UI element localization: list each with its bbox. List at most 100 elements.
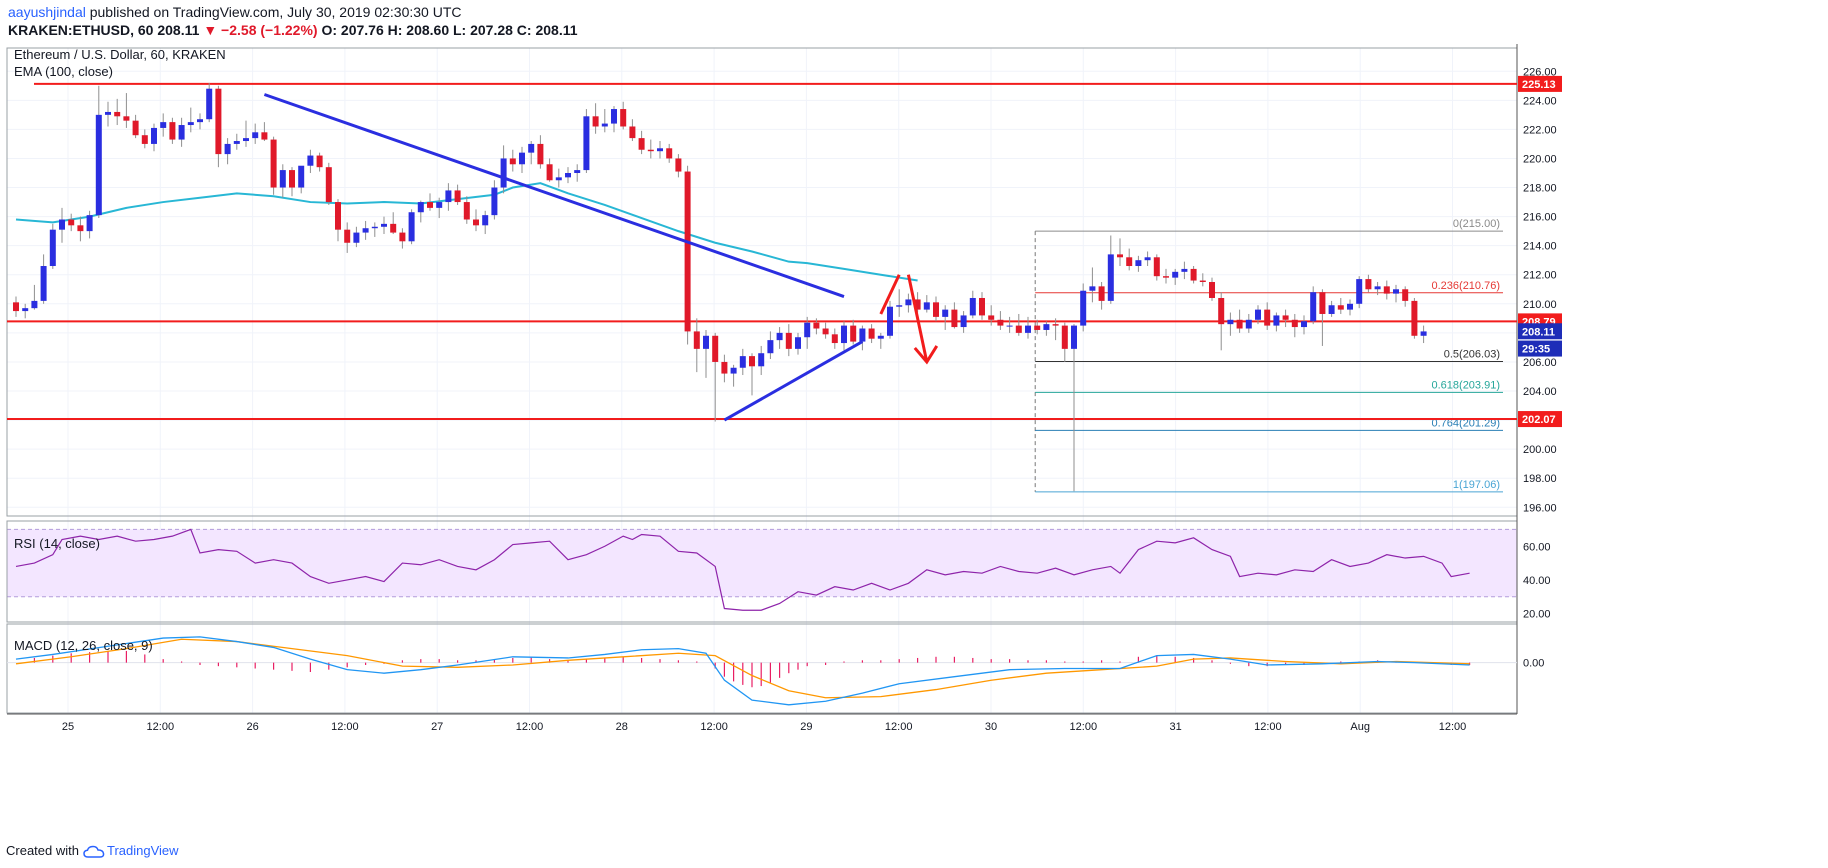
time-tick-label: 12:00: [516, 721, 544, 733]
candle-body: [77, 225, 84, 232]
candle-body: [657, 148, 663, 152]
candle-body: [703, 335, 709, 349]
candle-body: [344, 229, 351, 243]
current-price-badge: [1518, 340, 1562, 357]
candle-body: [767, 340, 774, 354]
last-price: 208.11: [157, 22, 200, 38]
rsi-tick-label: 40.00: [1523, 575, 1551, 587]
fib-level-label: 1(197.06): [1453, 479, 1500, 491]
candle-body: [123, 116, 130, 121]
publish-header: aayushjindal published on TradingView.co…: [0, 0, 1828, 44]
rsi-band: [7, 528, 1517, 598]
candle-body: [270, 139, 277, 188]
drop-arrow-head: [913, 345, 939, 365]
chart-canvas[interactable]: 0(215.00) 0.236(210.76) 0.5(206.03) 0.618(2…: [0, 44, 1828, 834]
candle-body: [813, 322, 820, 329]
level-price-text: 225.13: [1522, 79, 1556, 91]
time-tick-label: 12:00: [700, 721, 728, 733]
candle-body: [914, 299, 921, 310]
candle-body: [307, 155, 314, 166]
candle-body: [574, 170, 581, 173]
candle-body: [1319, 292, 1326, 314]
candle-body: [638, 138, 645, 150]
candle-body: [463, 202, 470, 220]
fib-level-label: 0(215.00): [1453, 218, 1500, 230]
candle-body: [31, 300, 38, 309]
candle-body: [1218, 297, 1225, 325]
level-price-badge: [1518, 75, 1562, 92]
candle-body: [22, 308, 29, 312]
candle-body: [528, 143, 535, 153]
trendlines[interactable]: [263, 93, 939, 422]
rsi-band-fill: [7, 529, 1517, 597]
level-price-text: 202.07: [1522, 414, 1556, 426]
candle-body: [758, 353, 765, 367]
candle-body: [1245, 319, 1252, 329]
price-tick-label: 196.00: [1523, 502, 1557, 514]
candle-body: [353, 232, 360, 243]
price-axis[interactable]: 196.00198.00200.00202.00204.00206.00208.…: [1518, 66, 1562, 670]
candles: [13, 82, 1427, 492]
fib-level-label: 0.5(206.03): [1444, 349, 1500, 361]
candle-body: [1052, 324, 1059, 326]
candle-body: [371, 226, 378, 229]
candle-body: [49, 229, 56, 267]
candle-body: [417, 202, 424, 213]
candle-body: [933, 302, 939, 317]
candle-body: [896, 305, 903, 307]
candle-body: [1374, 286, 1381, 290]
candle-body: [905, 299, 912, 306]
candle-body: [399, 232, 406, 242]
candle-body: [1337, 305, 1344, 310]
candle-body: [1209, 282, 1215, 298]
chart-title: Ethereum / U.S. Dollar, 60, KRAKEN: [14, 47, 226, 62]
ohlc-values: O: 207.76 H: 208.60 L: 207.28 C: 208.11: [321, 22, 578, 38]
candle-body: [583, 116, 590, 171]
candle-body: [1015, 325, 1022, 333]
ema-legend: EMA (100, close): [14, 64, 113, 79]
candle-body: [712, 335, 719, 362]
candle-body: [114, 111, 121, 117]
candle-body: [611, 109, 617, 124]
price-tick-label: 198.00: [1523, 473, 1557, 485]
candle-body: [224, 143, 231, 155]
candle-body: [942, 309, 949, 317]
candle-body: [261, 132, 268, 140]
candle-body: [233, 141, 240, 144]
candle-body: [868, 328, 875, 339]
candle-body: [684, 171, 691, 332]
candle-body: [1135, 260, 1142, 267]
price-change: ▼ −2.58 (−1.22%): [203, 22, 318, 38]
candle-body: [1328, 305, 1335, 314]
candle-body: [105, 111, 111, 115]
candle-body: [1043, 324, 1050, 330]
grid-lines: [7, 48, 1517, 713]
candle-body: [13, 302, 19, 312]
candle-body: [408, 212, 415, 242]
candle-body: [629, 126, 636, 139]
candle-body: [68, 219, 75, 226]
candle-body: [1080, 290, 1087, 326]
candle-body: [1255, 309, 1261, 320]
candle-body: [1236, 319, 1243, 329]
fib-level-label: 0.618(203.91): [1432, 379, 1501, 391]
candle-body: [1301, 321, 1307, 328]
candle-body: [647, 149, 654, 152]
author-link[interactable]: aayushjindal: [8, 4, 86, 20]
candle-body: [169, 122, 176, 140]
current-price-text: 208.11: [1522, 326, 1555, 338]
price-tick-label: 212.00: [1523, 270, 1557, 282]
tradingview-brand[interactable]: TradingView: [106, 843, 179, 858]
price-tick-label: 204.00: [1523, 386, 1557, 398]
published-text: published on TradingView.com, July 30, 2…: [85, 4, 462, 20]
candle-body: [445, 190, 452, 203]
time-axis[interactable]: 25 12:00 26 12:00 27 12:00 28 12:00 29 12:00 30 12:…: [62, 721, 1466, 733]
candle-body: [822, 328, 829, 335]
candle-body: [795, 337, 801, 349]
candle-body: [1282, 315, 1289, 320]
fibonacci-retracement[interactable]: 0(215.00) 0.236(210.76) 0.5(206.03) 0.618(2…: [1034, 218, 1503, 493]
candle-body: [1310, 292, 1317, 322]
time-tick-label: 28: [616, 721, 628, 733]
candle-body: [666, 148, 673, 159]
candle-body: [1190, 268, 1197, 281]
